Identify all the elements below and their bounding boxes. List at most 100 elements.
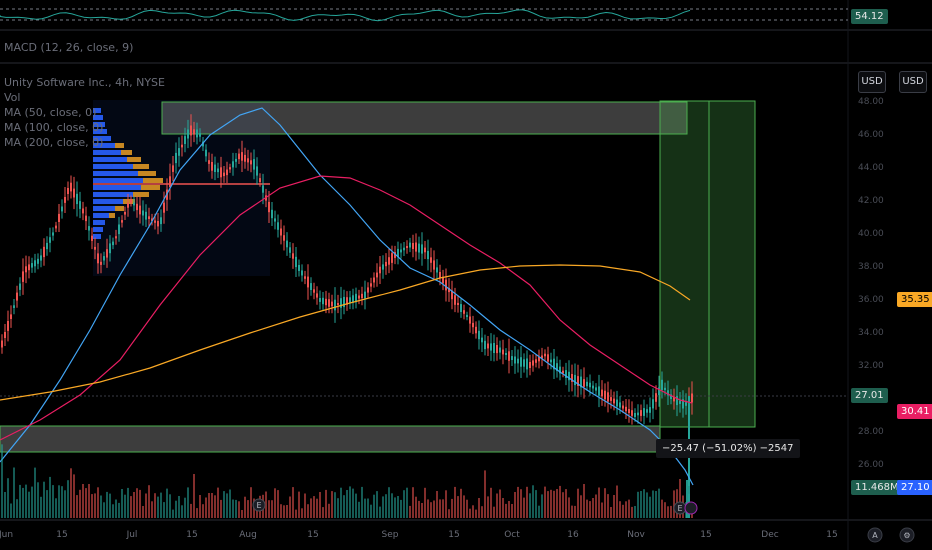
volume-bar <box>427 499 429 518</box>
candle-body <box>55 225 57 229</box>
volume-bar <box>595 494 597 518</box>
volume-bar <box>346 490 348 518</box>
volume-profile-bar <box>115 206 124 211</box>
volume-bar <box>661 499 663 518</box>
candle-body <box>499 347 501 353</box>
candle-body <box>568 371 570 381</box>
candle-body <box>544 353 546 357</box>
volume-bar <box>448 509 450 518</box>
legend-symbol[interactable]: Unity Software Inc., 4h, NYSE <box>4 76 165 89</box>
candle-body <box>658 387 660 396</box>
candle-body <box>637 412 639 416</box>
volume-bar <box>1 444 3 518</box>
volume-bar <box>271 500 273 518</box>
volume-bar <box>388 487 390 518</box>
candle-body <box>667 390 669 396</box>
volume-bar <box>244 496 246 518</box>
legend-ma50[interactable]: MA (50, close, 0) <box>4 106 97 119</box>
candle-body <box>358 295 360 299</box>
candle-body <box>514 356 516 364</box>
volume-profile-bar <box>93 171 138 176</box>
currency-button-right[interactable]: USD <box>899 71 927 93</box>
volume-bar <box>493 506 495 518</box>
candle-body <box>508 351 510 361</box>
volume-profile-bar <box>121 150 132 155</box>
candle-body <box>493 343 495 353</box>
volume-bar <box>466 499 468 518</box>
candle-body <box>346 297 348 305</box>
volume-bar <box>679 479 681 518</box>
candle-body <box>400 249 402 253</box>
volume-bar <box>409 505 411 518</box>
volume-bar <box>634 506 636 518</box>
candle-body <box>307 276 309 288</box>
candle-body <box>481 337 483 343</box>
candle-body <box>139 205 141 215</box>
volume-profile-bar <box>93 178 143 183</box>
volume-profile-bar <box>93 220 105 225</box>
candle-body <box>4 332 6 338</box>
candle-body <box>574 374 576 386</box>
volume-profile-bar <box>93 150 121 155</box>
candle-body <box>244 154 246 162</box>
volume-bar <box>601 502 603 518</box>
time-tick-label: 15 <box>56 530 68 540</box>
candle-body <box>631 410 633 416</box>
legend-ma200[interactable]: MA (200, close, 0) <box>4 136 104 149</box>
candle-body <box>187 129 189 139</box>
legend-ma100[interactable]: MA (100, close, 0) <box>4 121 104 134</box>
volume-bar <box>562 492 564 518</box>
candle-body <box>334 299 336 311</box>
price-tick-label: 48.00 <box>858 97 884 107</box>
candle-body <box>31 263 33 268</box>
volume-bar <box>490 487 492 518</box>
volume-bar <box>19 484 21 518</box>
volume-bar <box>85 488 87 518</box>
volume-bar <box>250 487 252 518</box>
candle-body <box>259 178 261 182</box>
candle-body <box>388 257 390 265</box>
legend-volume[interactable]: Vol <box>4 91 21 104</box>
candle-body <box>583 379 585 387</box>
candle-body <box>232 161 234 168</box>
volume-bar <box>574 505 576 518</box>
candle-body <box>1 340 3 348</box>
volume-bar <box>514 492 516 518</box>
price-tick-label: 28.00 <box>858 427 884 437</box>
candle-body <box>13 305 15 308</box>
candle-body <box>124 212 126 215</box>
candle-body <box>28 264 30 271</box>
volume-bar <box>334 492 336 518</box>
currency-button-left[interactable]: USD <box>858 71 886 93</box>
volume-bar <box>31 486 33 518</box>
candle-body <box>22 271 24 282</box>
candle-body <box>112 241 114 246</box>
auto-scale-icon <box>867 527 883 543</box>
candle-body <box>310 283 312 290</box>
candle-body <box>313 289 315 293</box>
time-tick-label: Nov <box>627 530 645 540</box>
candle-body <box>250 160 252 165</box>
volume-bar <box>451 498 453 518</box>
candle-body <box>502 349 504 355</box>
candle-body <box>10 314 12 319</box>
volume-bar <box>586 499 588 518</box>
volume-bar <box>55 498 57 518</box>
candle-body <box>436 267 438 273</box>
candle-body <box>196 129 198 138</box>
volume-bar <box>361 486 363 518</box>
volume-bar <box>106 491 108 518</box>
volume-bar <box>430 502 432 518</box>
candle-body <box>349 297 351 303</box>
volume-profile-bar <box>143 178 163 183</box>
candle-body <box>40 255 42 261</box>
volume-bar <box>232 499 234 518</box>
candle-body <box>622 405 624 409</box>
candle-body <box>115 236 117 239</box>
volume-bar <box>628 499 630 518</box>
candle-body <box>301 270 303 276</box>
volume-bar <box>70 468 72 518</box>
volume-bar <box>526 486 528 518</box>
volume-bar <box>274 488 276 518</box>
